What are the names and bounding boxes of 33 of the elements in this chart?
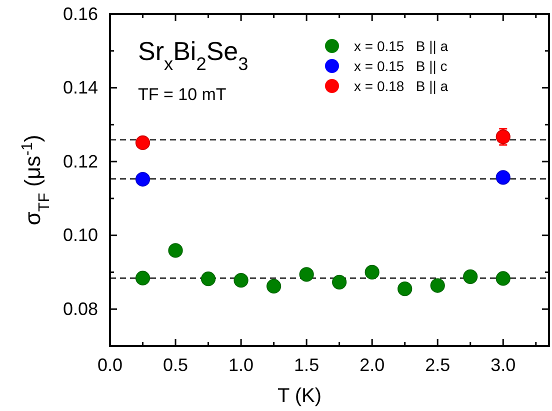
point	[430, 278, 445, 293]
x-tick-label: 1.5	[294, 354, 320, 375]
point	[168, 243, 183, 258]
y-tick-label: 0.10	[62, 225, 98, 246]
x-tick-label: 2.0	[360, 354, 385, 375]
x-tick-label: 1.0	[228, 354, 254, 375]
point	[135, 172, 150, 187]
x-tick-label: 0.5	[163, 354, 188, 375]
y-tick-label: 0.08	[62, 298, 98, 319]
point	[364, 264, 380, 280]
point	[496, 170, 510, 185]
point	[299, 267, 314, 282]
x-tick-label: 0.0	[97, 354, 123, 375]
point	[234, 273, 248, 288]
point	[463, 269, 478, 284]
legend-label: x = 0.15 B || a	[354, 38, 448, 54]
legend-label: x = 0.18 B || a	[354, 78, 448, 94]
y-tick-label: 0.12	[62, 151, 98, 172]
x-tick-label: 2.5	[425, 354, 450, 375]
point	[332, 274, 347, 290]
legend-label: x = 0.15 B || c	[354, 58, 448, 74]
y-tick-label: 0.16	[62, 4, 98, 24]
y-tick-label: 0.14	[62, 78, 98, 98]
point	[398, 282, 412, 296]
point	[266, 278, 282, 294]
annotation: TF = 10 mT	[138, 85, 226, 104]
x-tick-label: 3.0	[490, 354, 516, 375]
point	[200, 272, 216, 286]
point	[135, 270, 150, 286]
point	[496, 271, 510, 286]
point	[135, 135, 150, 150]
x-axis-title: T (K)	[277, 385, 322, 407]
annotation: Sr$_{x}$Bi$_{2}$Se$_{3}$	[138, 36, 248, 74]
